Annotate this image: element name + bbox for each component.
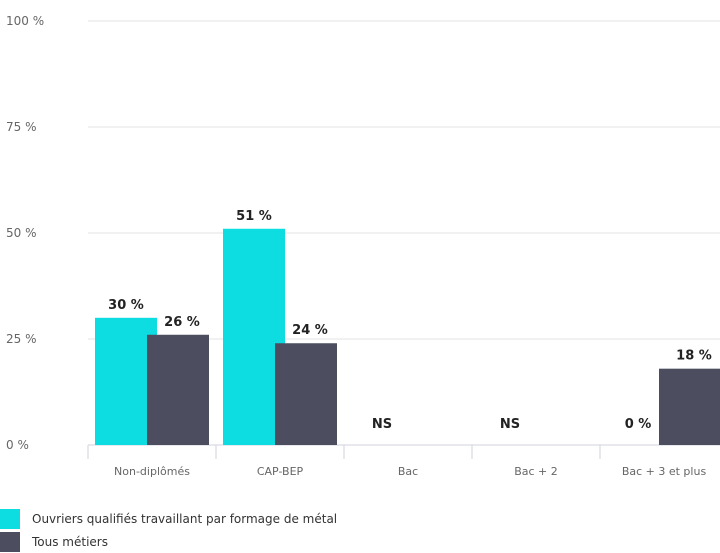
legend-swatch-series-1 bbox=[0, 508, 20, 529]
y-tick-label: 0 % bbox=[6, 438, 29, 452]
legend-item-series-1[interactable]: Ouvriers qualifiés travaillant par forma… bbox=[0, 507, 337, 530]
legend-item-series-2[interactable]: Tous métiers bbox=[0, 530, 337, 553]
legend-label-series-2: Tous métiers bbox=[32, 534, 108, 549]
x-category-label: Bac + 3 et plus bbox=[622, 465, 707, 478]
bar-chart: 0 % 25 % 50 % 75 % 100 % Non-diplômés CAP-BEP B… bbox=[6, 14, 720, 478]
y-tick-label: 75 % bbox=[6, 120, 37, 134]
legend: Ouvriers qualifiés travaillant par forma… bbox=[0, 507, 337, 553]
bar-series-1[interactable] bbox=[95, 317, 157, 445]
y-tick-label: 25 % bbox=[6, 332, 37, 346]
bar-series-2[interactable] bbox=[659, 368, 720, 445]
data-label: NS bbox=[500, 417, 520, 432]
data-label: 18 % bbox=[676, 349, 712, 364]
x-category-label: CAP-BEP bbox=[257, 465, 304, 478]
data-label: 24 % bbox=[292, 323, 328, 338]
bar-series-2[interactable] bbox=[275, 343, 337, 445]
y-tick-label: 50 % bbox=[6, 226, 37, 240]
bar-series-2[interactable] bbox=[147, 334, 209, 445]
data-label: NS bbox=[372, 417, 392, 432]
data-label: 0 % bbox=[625, 417, 652, 432]
x-category-label: Non-diplômés bbox=[114, 465, 190, 478]
x-category-label: Bac bbox=[398, 465, 418, 478]
legend-label-series-1: Ouvriers qualifiés travaillant par forma… bbox=[32, 511, 338, 526]
data-label: 51 % bbox=[236, 209, 272, 224]
x-category-label: Bac + 2 bbox=[514, 465, 558, 478]
legend-swatch-series-2 bbox=[0, 531, 20, 552]
data-label: 30 % bbox=[108, 298, 144, 313]
bar-series-1[interactable] bbox=[223, 228, 285, 445]
data-label: 26 % bbox=[164, 315, 200, 330]
y-tick-label: 100 % bbox=[6, 14, 44, 28]
